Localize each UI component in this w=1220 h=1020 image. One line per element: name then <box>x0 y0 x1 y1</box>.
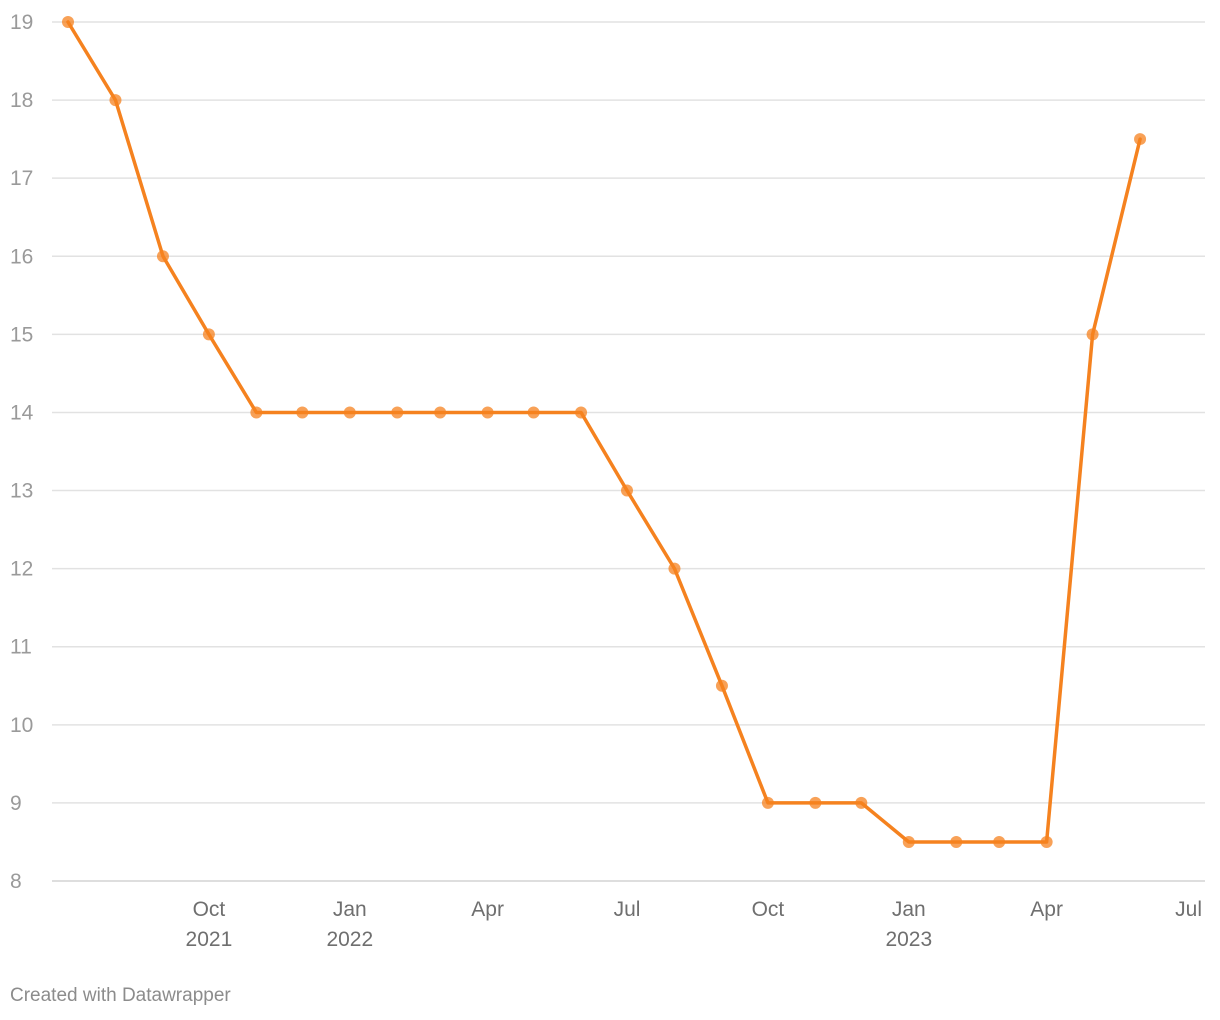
data-point <box>855 796 868 809</box>
y-tick-label: 16 <box>10 245 33 268</box>
y-tick-label: 13 <box>10 480 33 503</box>
x-tick-label: Oct <box>752 898 785 921</box>
data-point <box>434 406 447 419</box>
axis-layer: 8 9 10 11 12 13 14 15 16 17 18 19 Oct 2021 Jan 2022 Apr J… <box>10 11 1202 951</box>
series-layer <box>66 20 1142 844</box>
data-point <box>250 406 263 419</box>
data-point <box>296 406 309 419</box>
data-point <box>202 328 215 341</box>
x-tick-label: Jan <box>333 898 367 921</box>
x-tick-year-label: 2023 <box>885 928 932 951</box>
data-point <box>391 406 404 419</box>
x-tick-label: Apr <box>471 898 504 921</box>
data-point <box>621 484 633 497</box>
y-tick-label: 14 <box>10 401 34 424</box>
x-tick-year-label: 2022 <box>326 928 373 951</box>
data-point <box>156 250 169 263</box>
y-tick-label: 10 <box>10 714 33 737</box>
data-point <box>902 835 915 848</box>
data-point <box>809 796 822 809</box>
y-tick-label: 17 <box>10 167 33 190</box>
y-tick-label: 11 <box>10 636 32 659</box>
data-point <box>343 406 356 419</box>
y-tick-label: 19 <box>10 11 33 34</box>
data-point <box>993 835 1006 848</box>
line-chart: 8 9 10 11 12 13 14 15 16 17 18 19 Oct 2021 Jan 2022 Apr J… <box>10 11 1205 951</box>
x-tick-label: Oct <box>193 898 226 921</box>
y-tick-label: 9 <box>10 792 22 815</box>
x-tick-label: Jul <box>614 898 641 921</box>
x-tick-year-label: 2021 <box>186 928 233 951</box>
data-point <box>527 406 540 419</box>
data-point <box>62 16 74 28</box>
point-layer <box>62 16 1147 848</box>
series-line <box>66 20 1142 844</box>
data-point <box>575 406 588 419</box>
data-point <box>1086 328 1099 341</box>
grid-layer <box>52 21 1205 882</box>
x-tick-label: Jan <box>892 898 926 921</box>
y-tick-label: 8 <box>10 870 22 893</box>
y-tick-label: 15 <box>10 323 33 346</box>
y-tick-label: 12 <box>10 558 33 581</box>
data-point <box>1040 835 1053 848</box>
data-point <box>109 94 122 107</box>
data-point <box>715 679 728 692</box>
x-tick-label: Jul <box>1175 898 1202 921</box>
y-tick-label: 18 <box>10 89 33 112</box>
datawrapper-credit[interactable]: Created with Datawrapper <box>10 985 231 1006</box>
x-tick-label: Apr <box>1030 898 1063 921</box>
data-point <box>950 835 963 848</box>
data-point <box>481 406 494 419</box>
data-point <box>1134 133 1147 146</box>
data-point <box>761 796 774 809</box>
data-point <box>668 562 681 575</box>
